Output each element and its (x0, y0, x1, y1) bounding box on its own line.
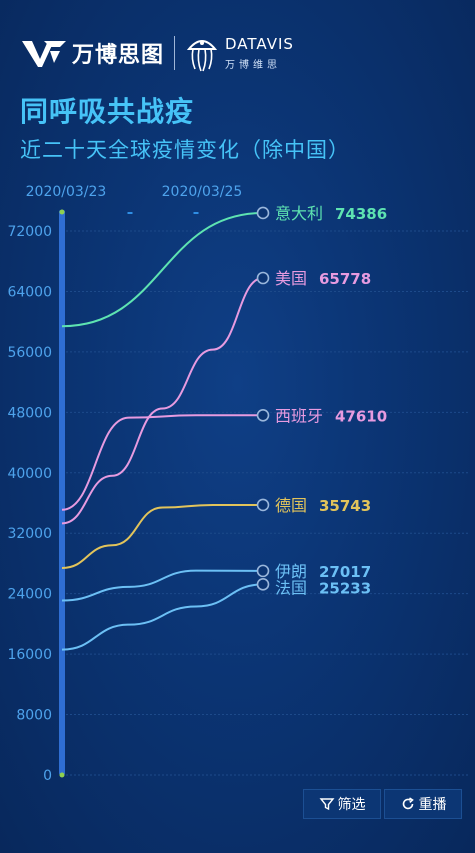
filter-button[interactable]: 筛选 (303, 789, 381, 819)
brand-header: 万博思图 DATAVIS 万博维思 (20, 28, 294, 78)
y-tick-label: 48000 (7, 405, 52, 421)
jellyfish-logo-icon (186, 40, 218, 72)
replay-button-label: 重播 (418, 797, 447, 813)
brand-name: 万博思图 (72, 43, 165, 68)
series-value-label: 65778 (319, 270, 371, 288)
filter-button-label: 筛选 (337, 797, 366, 813)
series-line (61, 569, 264, 602)
series-name-label: 德国 (275, 496, 307, 515)
series-end-marker (256, 408, 270, 422)
y-tick-label: 72000 (7, 224, 52, 240)
datavis-cn: 万博维思 (225, 59, 282, 71)
y-tick-label: 64000 (7, 284, 52, 300)
series-name-label: 西班牙 (275, 406, 323, 425)
series-name-label: 伊朗 (275, 562, 307, 581)
series-value-label: 35743 (319, 497, 371, 515)
brand-divider (174, 36, 176, 70)
series-end-marker (256, 564, 270, 578)
series-name-label: 意大利 (275, 204, 323, 223)
timeline-tick (193, 212, 199, 214)
series-end-marker (256, 271, 270, 285)
y-tick-label: 32000 (7, 526, 52, 542)
replay-icon (402, 797, 414, 810)
series-end-marker (256, 498, 270, 512)
series-value-label: 25233 (319, 579, 371, 597)
filter-icon (319, 798, 334, 811)
y-tick-label: 56000 (7, 345, 52, 361)
series-value-label: 47610 (335, 407, 387, 425)
y-tick-label: 8000 (16, 708, 52, 724)
y-tick-label: 16000 (7, 647, 52, 663)
replay-button[interactable]: 重播 (384, 789, 462, 819)
series-line (61, 414, 263, 511)
timeline-progress-bar (59, 210, 65, 775)
y-tick-label: 24000 (7, 587, 52, 603)
series-line (61, 503, 263, 569)
series-name-label: 法国 (275, 578, 307, 597)
page-title: 同呼吸共战疫 (20, 95, 195, 128)
datavis-wordmark: DATAVIS 万博维思 (225, 36, 294, 71)
series-line (61, 277, 264, 525)
series-line (61, 211, 264, 328)
series-value-label: 74386 (335, 205, 387, 223)
series-end-marker (256, 578, 270, 591)
wanbo-logo-icon (22, 41, 66, 67)
series-name-label: 美国 (275, 269, 307, 288)
series-value-label: 27017 (319, 563, 371, 581)
timeline-start-marker (59, 209, 65, 215)
datavis-en: DATAVIS (225, 34, 294, 53)
timeline-tick (127, 212, 133, 214)
y-tick-label: 40000 (7, 466, 52, 482)
x-tick-label: 2020/03/25 (162, 184, 243, 200)
series-line (61, 583, 264, 651)
timeline-end-marker (59, 772, 65, 778)
page-subtitle: 近二十天全球疫情变化（除中国） (20, 138, 350, 162)
x-tick-label: 2020/03/23 (26, 184, 107, 200)
y-tick-label: 0 (43, 768, 52, 784)
series-end-marker (256, 206, 270, 220)
